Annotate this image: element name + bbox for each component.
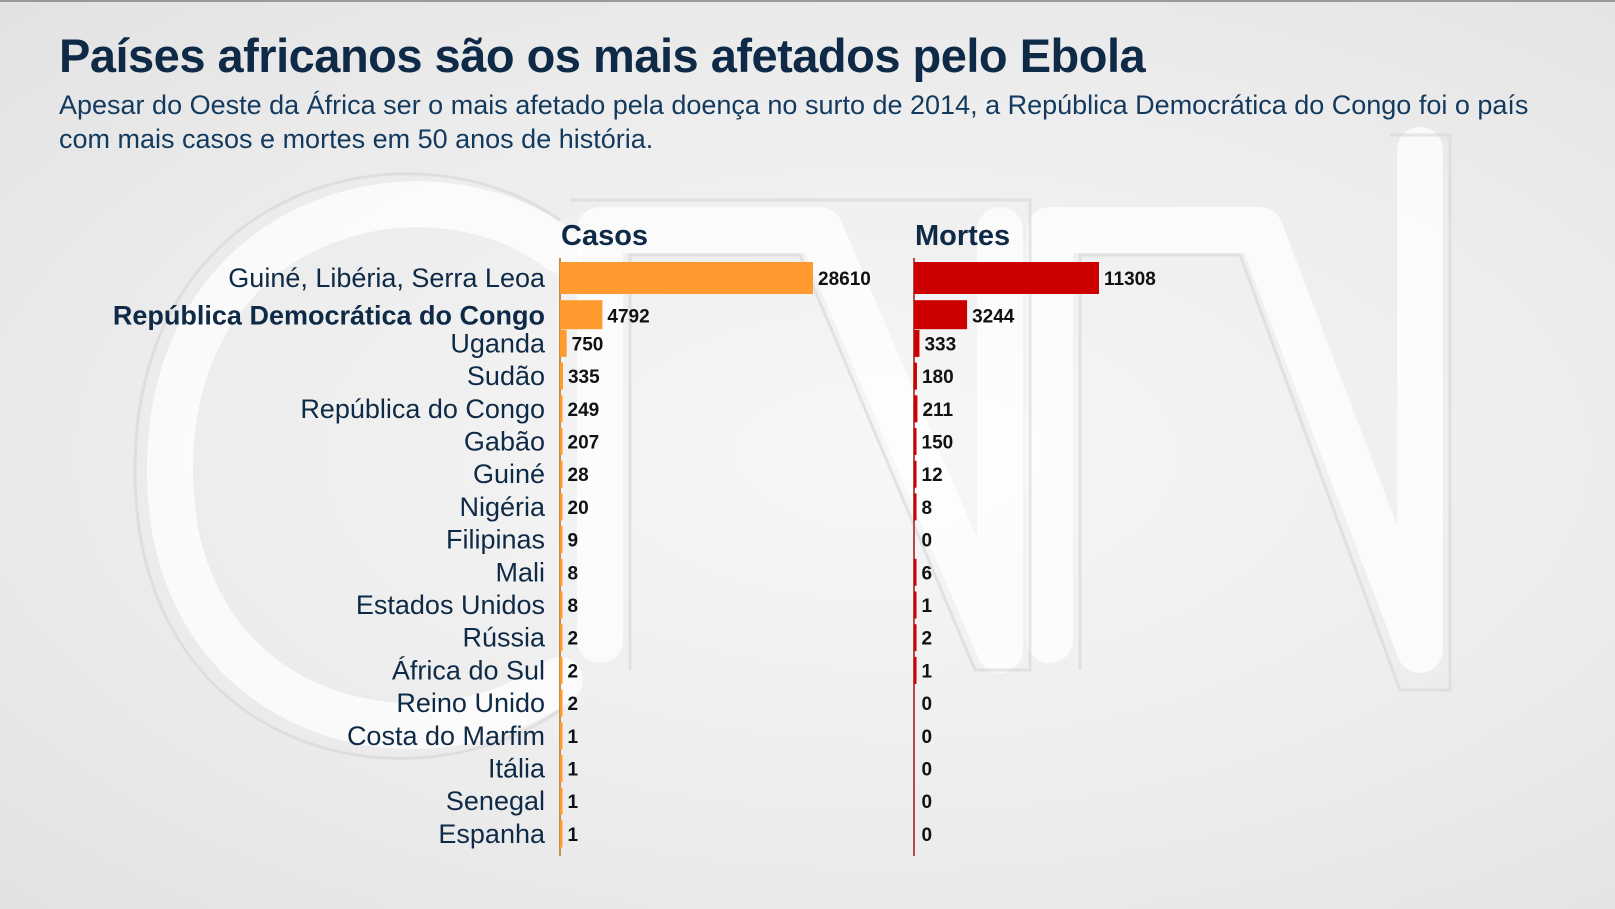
category-label-7: Nigéria [459,492,546,522]
value-label-cases-10: 8 [568,596,579,617]
bar-deaths-11 [914,624,917,652]
column-header-deaths: Mortes [915,220,1010,252]
value-label-deaths-1: 3244 [972,307,1015,328]
value-label-cases-0: 28610 [818,269,871,290]
category-label-3: Sudão [467,361,545,391]
bar-deaths-10 [914,591,917,619]
category-label-17: Espanha [438,819,546,849]
value-label-cases-2: 750 [572,334,604,355]
value-label-deaths-15: 0 [922,760,933,781]
value-label-cases-17: 1 [568,825,579,846]
category-label-2: Uganda [450,328,546,358]
category-label-10: Estados Unidos [356,590,545,620]
value-label-cases-4: 249 [568,400,600,421]
bar-deaths-2 [914,329,920,357]
bar-cases-14 [560,722,563,750]
value-label-deaths-6: 12 [922,465,943,486]
category-label-11: Rússia [462,623,546,653]
bar-cases-7 [560,493,563,521]
bar-cases-6 [560,460,563,488]
bar-cases-16 [560,787,563,815]
value-label-deaths-0: 11308 [1104,269,1156,290]
value-label-deaths-10: 1 [922,596,933,617]
bar-cases-5 [560,428,563,455]
column-header-cases: Casos [561,220,648,252]
bar-cases-12 [560,656,563,684]
category-label-15: Itália [488,754,546,784]
category-label-9: Mali [495,557,545,587]
bar-deaths-4 [914,395,918,423]
category-label-5: Gabão [464,427,545,457]
bar-cases-17 [560,820,563,848]
value-label-cases-3: 335 [568,367,600,388]
value-label-deaths-8: 0 [922,531,933,552]
bar-deaths-5 [914,428,917,455]
value-label-cases-1: 4792 [607,307,649,328]
bar-deaths-3 [914,362,917,390]
value-label-cases-9: 8 [568,563,579,584]
value-label-cases-6: 28 [568,465,589,486]
value-label-deaths-12: 1 [922,661,933,682]
value-label-cases-7: 20 [568,498,589,519]
value-label-deaths-3: 180 [922,367,954,388]
value-label-cases-12: 2 [568,661,579,682]
bar-cases-0 [560,262,813,294]
value-label-cases-13: 2 [568,694,579,715]
category-label-0: Guiné, Libéria, Serra Leoa [228,263,546,293]
bar-deaths-9 [914,558,917,586]
bar-cases-3 [560,362,563,390]
bar-cases-15 [560,755,563,782]
bar-deaths-1 [914,300,968,330]
bar-cases-4 [560,395,563,423]
value-label-deaths-4: 211 [922,400,953,421]
value-label-deaths-13: 0 [922,694,933,715]
value-label-deaths-11: 2 [922,629,933,650]
value-label-cases-16: 1 [568,792,579,813]
frame-top-border [0,0,1615,2]
value-label-cases-5: 207 [568,433,600,454]
chart-title: Países africanos são os mais afetados pe… [59,29,1146,82]
value-label-deaths-16: 0 [922,792,933,813]
value-label-cases-15: 1 [568,760,579,781]
bar-deaths-6 [914,460,917,488]
value-label-cases-8: 9 [568,531,579,552]
bar-deaths-0 [914,262,1099,294]
value-label-cases-11: 2 [568,629,579,650]
category-label-6: Guiné [473,459,545,489]
category-label-4: República do Congo [300,394,545,424]
chart-subtitle: Apesar do Oeste da África ser o mais afe… [59,90,1529,154]
bar-deaths-7 [914,493,917,521]
value-label-deaths-17: 0 [922,825,933,846]
bar-deaths-12 [914,656,917,684]
category-label-12: África do Sul [392,655,545,685]
category-label-8: Filipinas [446,525,545,555]
value-label-deaths-9: 6 [922,563,933,584]
value-label-deaths-14: 0 [922,727,933,748]
bar-cases-11 [560,624,563,652]
bar-cases-13 [560,689,563,717]
bar-cases-2 [560,329,567,357]
category-label-14: Costa do Marfim [347,721,545,751]
bar-cases-9 [560,558,563,586]
category-label-16: Senegal [446,786,545,816]
value-label-deaths-5: 150 [922,433,954,454]
bar-cases-10 [560,591,563,619]
value-label-deaths-7: 8 [922,498,933,519]
bar-cases-8 [560,526,563,554]
value-label-deaths-2: 333 [924,334,956,355]
value-label-cases-14: 1 [568,727,579,748]
category-label-13: Reino Unido [396,688,545,718]
category-label-1: República Democrática do Congo [113,301,545,331]
bar-cases-1 [560,300,603,330]
